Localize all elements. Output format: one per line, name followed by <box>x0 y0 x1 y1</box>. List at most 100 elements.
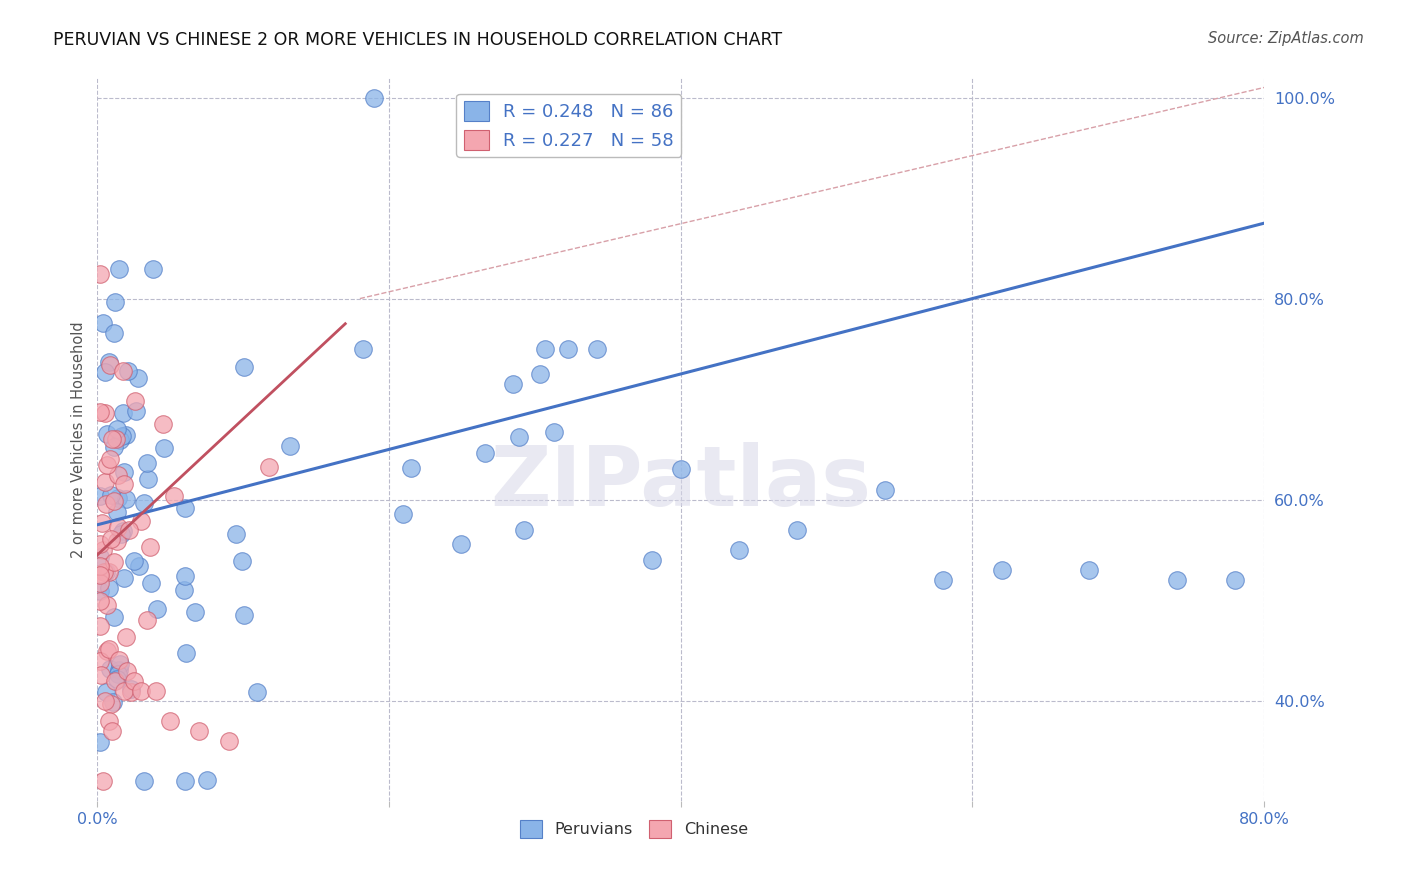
Point <box>103 555 125 569</box>
Point <box>89 567 111 582</box>
Point <box>100 432 122 446</box>
Point <box>100 697 122 711</box>
Point <box>89 405 111 419</box>
Point <box>98 358 121 372</box>
Point <box>111 524 134 539</box>
Text: PERUVIAN VS CHINESE 2 OR MORE VEHICLES IN HOUSEHOLD CORRELATION CHART: PERUVIAN VS CHINESE 2 OR MORE VEHICLES I… <box>53 31 783 49</box>
Point <box>91 543 114 558</box>
Point <box>512 524 534 538</box>
Point <box>96 644 118 658</box>
Point <box>141 262 163 277</box>
Point <box>98 452 121 467</box>
Point <box>108 653 131 667</box>
Point <box>246 685 269 699</box>
Point <box>728 542 751 557</box>
Point <box>278 439 301 453</box>
Point <box>98 565 121 579</box>
Point <box>174 500 197 515</box>
Point <box>98 581 121 595</box>
Point <box>104 294 127 309</box>
Point <box>132 774 155 789</box>
Point <box>100 532 122 546</box>
Point <box>98 641 121 656</box>
Point <box>129 514 152 528</box>
Text: Source: ZipAtlas.com: Source: ZipAtlas.com <box>1208 31 1364 46</box>
Point <box>873 483 896 497</box>
Point <box>100 488 122 502</box>
Text: ZIPatlas: ZIPatlas <box>491 442 872 524</box>
Point <box>91 316 114 330</box>
Point <box>145 602 167 616</box>
Point <box>91 774 114 789</box>
Point <box>89 267 111 281</box>
Point <box>89 618 111 632</box>
Point <box>108 663 131 677</box>
Point <box>89 550 111 565</box>
Point <box>990 563 1012 577</box>
Point <box>111 406 134 420</box>
Point <box>139 540 162 554</box>
Point <box>392 507 415 521</box>
Point <box>112 465 135 479</box>
Point <box>124 394 146 409</box>
Point <box>363 90 385 104</box>
Point <box>94 475 117 490</box>
Point <box>112 477 135 491</box>
Point <box>129 683 152 698</box>
Point <box>120 681 142 696</box>
Point <box>134 496 156 510</box>
Legend: Peruvians, Chinese: Peruvians, Chinese <box>513 814 755 844</box>
Point <box>1078 563 1101 577</box>
Point <box>1223 573 1246 587</box>
Point <box>232 360 254 375</box>
Point <box>111 429 134 443</box>
Point <box>110 527 132 541</box>
Point <box>399 460 422 475</box>
Point <box>93 565 115 579</box>
Point <box>450 536 472 550</box>
Point <box>125 403 148 417</box>
Point <box>128 558 150 573</box>
Point <box>115 428 138 442</box>
Point <box>103 695 125 709</box>
Point <box>97 354 120 368</box>
Point <box>115 631 138 645</box>
Point <box>98 662 121 676</box>
Point <box>173 774 195 789</box>
Point <box>162 489 184 503</box>
Point <box>103 610 125 624</box>
Point <box>89 654 111 668</box>
Point <box>89 594 111 608</box>
Point <box>122 673 145 688</box>
Point <box>91 516 114 530</box>
Point <box>105 505 128 519</box>
Point <box>195 772 218 787</box>
Point <box>534 342 557 356</box>
Point <box>786 523 808 537</box>
Point <box>231 554 253 568</box>
Point <box>529 368 551 382</box>
Point <box>120 685 142 699</box>
Point <box>101 723 124 738</box>
Point <box>104 673 127 688</box>
Point <box>225 527 247 541</box>
Point <box>145 683 167 698</box>
Point <box>114 491 136 506</box>
Point <box>174 646 197 660</box>
Point <box>127 371 149 385</box>
Point <box>218 734 240 748</box>
Point <box>188 723 211 738</box>
Point <box>117 364 139 378</box>
Point <box>112 572 135 586</box>
Point <box>94 565 117 579</box>
Point <box>90 668 112 682</box>
Point <box>89 734 111 748</box>
Point <box>136 471 159 485</box>
Y-axis label: 2 or more Vehicles in Household: 2 or more Vehicles in Household <box>72 321 86 558</box>
Point <box>115 664 138 678</box>
Point <box>184 605 207 619</box>
Point <box>105 534 128 549</box>
Point <box>669 462 692 476</box>
Point <box>110 433 132 447</box>
Point <box>107 520 129 534</box>
